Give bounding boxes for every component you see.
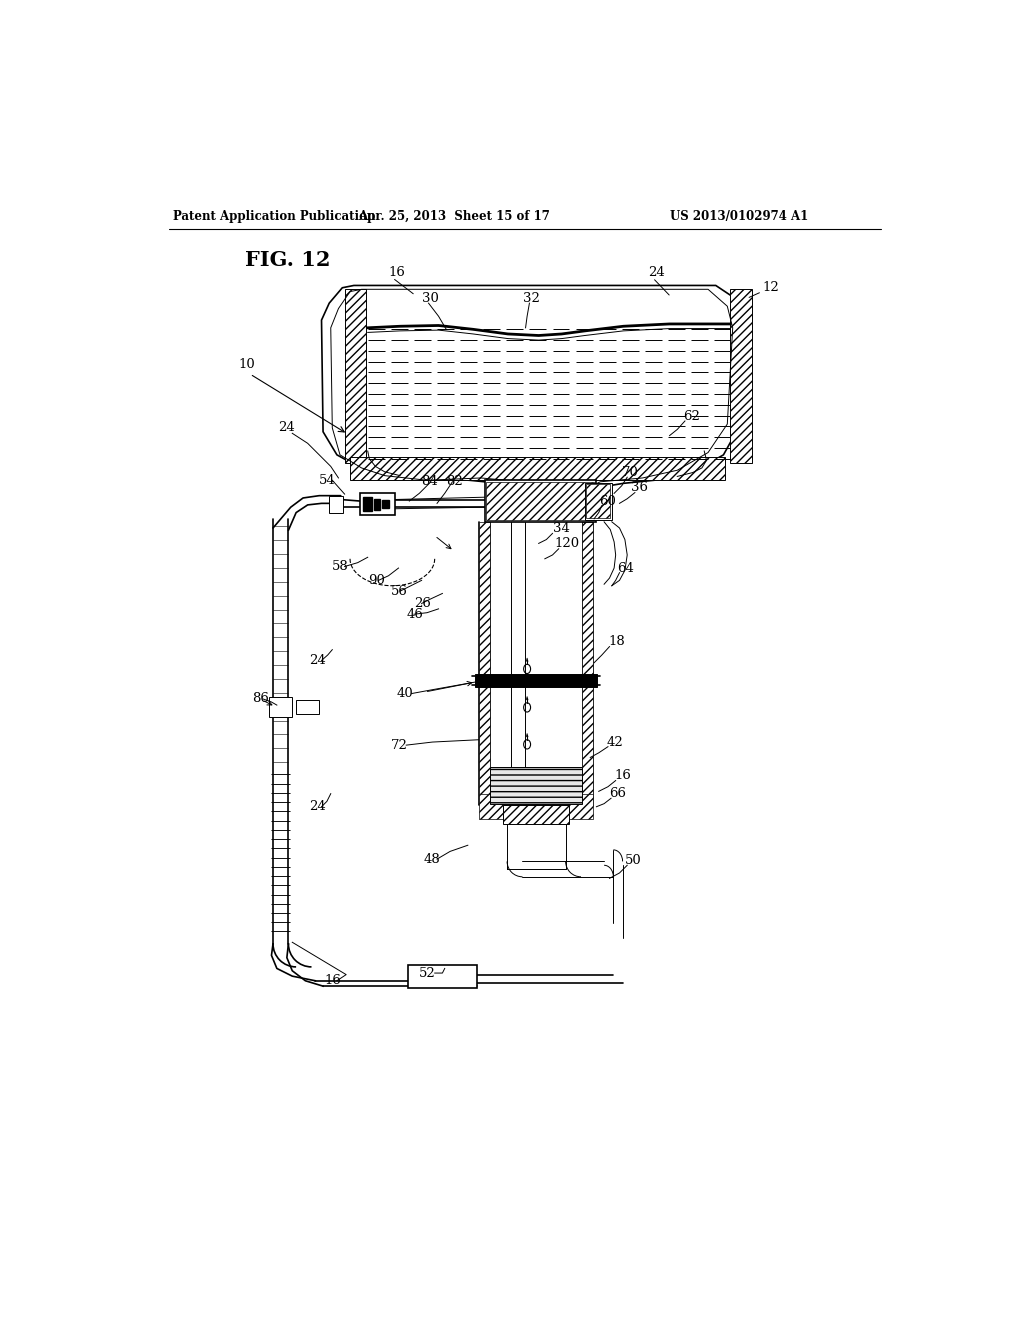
Text: 54: 54 bbox=[319, 474, 336, 487]
Text: 48: 48 bbox=[423, 853, 440, 866]
Text: 30: 30 bbox=[422, 292, 438, 305]
Bar bbox=[345, 289, 367, 462]
Text: 24: 24 bbox=[648, 265, 665, 279]
Text: 60: 60 bbox=[599, 495, 615, 508]
Text: 84: 84 bbox=[422, 475, 438, 488]
Bar bbox=[350, 457, 725, 480]
Text: 26: 26 bbox=[414, 597, 431, 610]
Bar bbox=[490, 767, 582, 804]
Text: 18: 18 bbox=[608, 635, 625, 648]
Text: 90: 90 bbox=[368, 574, 385, 587]
Text: 66: 66 bbox=[609, 787, 627, 800]
Bar bbox=[330, 496, 343, 512]
Bar bbox=[582, 521, 593, 805]
Bar bbox=[296, 700, 319, 714]
Text: 24: 24 bbox=[279, 421, 295, 434]
Bar bbox=[475, 675, 597, 686]
Text: 70: 70 bbox=[622, 466, 639, 479]
Bar bbox=[382, 500, 389, 508]
Text: 40: 40 bbox=[396, 686, 413, 700]
Bar bbox=[484, 480, 596, 521]
Text: 32: 32 bbox=[523, 292, 540, 305]
Text: 50: 50 bbox=[625, 854, 642, 867]
Text: 46: 46 bbox=[407, 607, 423, 620]
Text: 36: 36 bbox=[631, 482, 648, 495]
Text: 34: 34 bbox=[553, 521, 569, 535]
Text: 10: 10 bbox=[239, 358, 255, 371]
Bar bbox=[479, 521, 490, 805]
Bar bbox=[503, 805, 569, 825]
Text: Apr. 25, 2013  Sheet 15 of 17: Apr. 25, 2013 Sheet 15 of 17 bbox=[358, 210, 550, 223]
Text: 52: 52 bbox=[419, 966, 436, 979]
Bar bbox=[479, 795, 593, 818]
Bar bbox=[374, 499, 380, 510]
Polygon shape bbox=[322, 285, 746, 515]
Bar bbox=[360, 494, 394, 515]
Text: 72: 72 bbox=[391, 739, 408, 751]
Text: 82: 82 bbox=[446, 475, 463, 488]
Text: 16: 16 bbox=[325, 974, 341, 987]
Text: 120: 120 bbox=[554, 537, 580, 550]
Text: 16: 16 bbox=[388, 265, 406, 279]
Text: 58: 58 bbox=[333, 560, 349, 573]
Text: 16: 16 bbox=[614, 770, 631, 783]
Text: Patent Application Publication: Patent Application Publication bbox=[173, 210, 376, 223]
Text: 56: 56 bbox=[391, 585, 408, 598]
Bar bbox=[269, 697, 292, 717]
Bar bbox=[408, 965, 477, 989]
Bar bbox=[587, 484, 610, 517]
Text: FIG. 12: FIG. 12 bbox=[245, 249, 330, 271]
Text: 24: 24 bbox=[309, 653, 326, 667]
Text: 62: 62 bbox=[683, 409, 700, 422]
Text: 42: 42 bbox=[606, 735, 624, 748]
Text: 86: 86 bbox=[252, 693, 269, 705]
Bar bbox=[486, 482, 595, 520]
Text: 24: 24 bbox=[309, 800, 326, 813]
Bar bbox=[730, 289, 752, 462]
Text: 64: 64 bbox=[617, 561, 634, 574]
Text: 12: 12 bbox=[762, 281, 778, 294]
Bar bbox=[585, 483, 611, 520]
Text: US 2013/0102974 A1: US 2013/0102974 A1 bbox=[670, 210, 808, 223]
Bar bbox=[364, 498, 373, 511]
